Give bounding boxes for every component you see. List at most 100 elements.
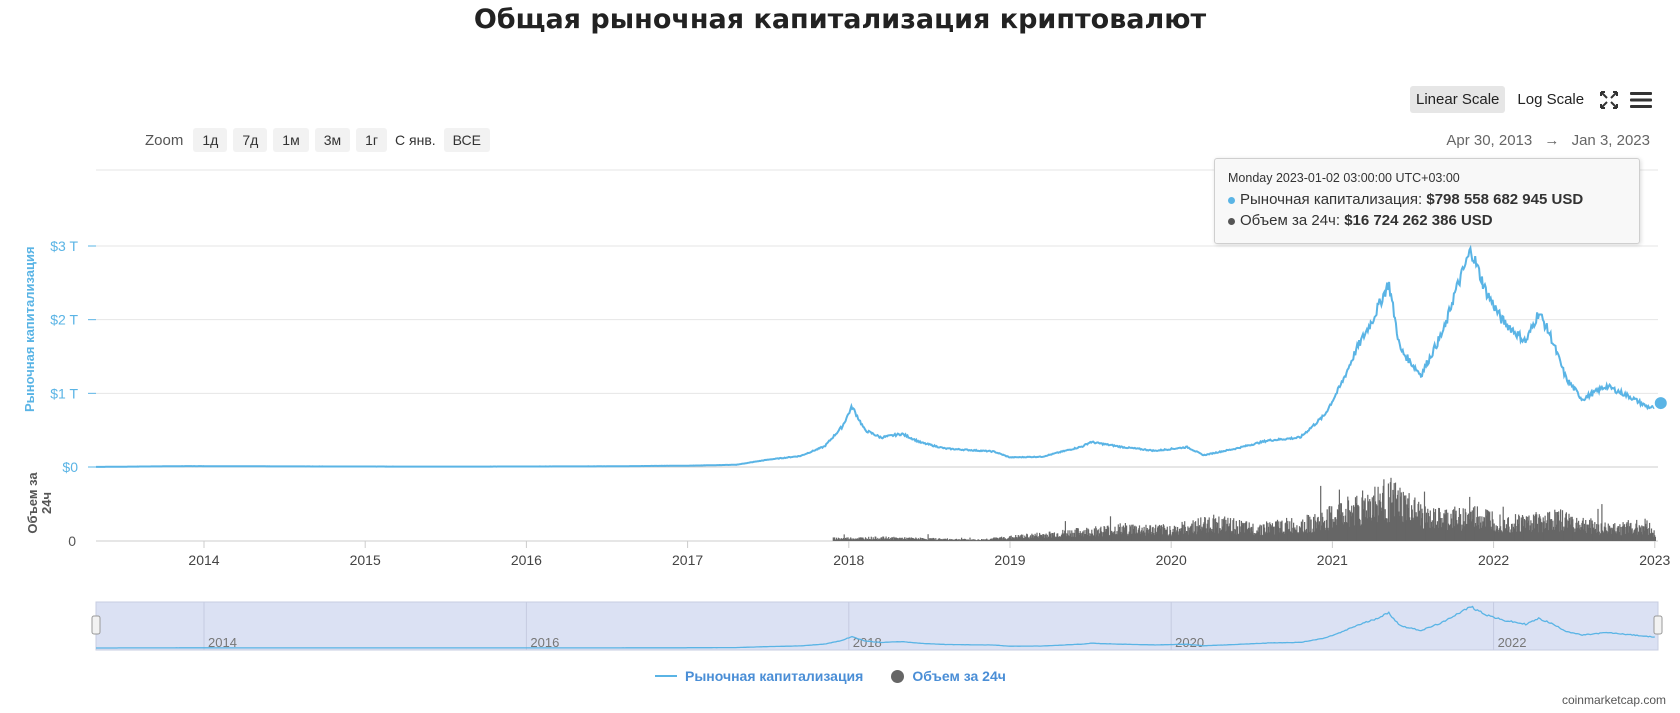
volume-bar	[1256, 532, 1259, 541]
zoom-ytd-button[interactable]: С янв.	[395, 132, 436, 148]
volume-bar	[1564, 517, 1566, 541]
volume-bar	[1269, 524, 1271, 541]
volume-bar	[927, 534, 929, 541]
volume-bar	[1077, 528, 1079, 541]
volume-bar	[1388, 497, 1390, 541]
volume-bar	[1537, 532, 1539, 541]
volume-bar	[1311, 532, 1313, 541]
legend: Рыночная капитализация Объем за 24ч	[655, 668, 1006, 684]
volume-bar	[1338, 504, 1340, 541]
volume-bar	[1000, 538, 1002, 541]
volume-bar	[1066, 533, 1068, 541]
volume-bar	[1609, 528, 1611, 541]
volume-bar	[1476, 506, 1478, 541]
volume-bar	[1068, 535, 1070, 541]
volume-bar	[1182, 524, 1184, 541]
volume-bar	[1240, 526, 1242, 541]
legend-item-vol[interactable]: Объем за 24ч	[891, 668, 1006, 684]
log-scale-button[interactable]: Log Scale	[1517, 91, 1585, 108]
volume-bar	[1065, 533, 1067, 541]
volume-bar	[1227, 527, 1230, 541]
volume-bar	[1298, 533, 1300, 541]
volume-bar	[1080, 535, 1083, 541]
volume-bar	[1306, 514, 1308, 541]
volume-bar	[1427, 513, 1429, 541]
volume-bar	[1183, 524, 1185, 541]
volume-bar	[1092, 535, 1094, 541]
volume-bar	[1423, 491, 1426, 541]
volume-bar	[1485, 509, 1487, 541]
legend-line-icon	[655, 675, 677, 677]
volume-bar	[1062, 529, 1064, 541]
market-cap-line	[96, 244, 1656, 468]
volume-bar	[1186, 531, 1188, 541]
volume-bar	[1086, 535, 1088, 541]
fullscreen-icon[interactable]	[1596, 87, 1622, 113]
volume-bar	[1193, 533, 1195, 541]
y-tick-label: $0	[62, 459, 78, 475]
volume-bar	[891, 537, 893, 541]
volume-bar	[1028, 538, 1030, 541]
volume-bar	[1220, 529, 1222, 541]
legend-item-cap[interactable]: Рыночная капитализация	[655, 668, 863, 684]
volume-bar	[966, 539, 968, 541]
volume-bar	[1647, 534, 1649, 541]
volume-bar	[1012, 537, 1014, 541]
range-to[interactable]: Jan 3, 2023	[1571, 132, 1650, 149]
volume-bar	[977, 539, 979, 541]
y-axis: $0 $1 T $2 T $3 T 0	[50, 238, 96, 549]
zoom-1m-button[interactable]: 1м	[273, 128, 309, 152]
volume-bar	[1010, 535, 1012, 541]
volume-bar	[1578, 528, 1580, 541]
volume-bar	[1020, 534, 1023, 541]
volume-bar	[1133, 529, 1135, 541]
volume-bar	[1509, 532, 1511, 541]
volume-bar	[1528, 515, 1530, 541]
zoom-3m-button[interactable]: 3м	[314, 128, 351, 152]
volume-bar	[1195, 534, 1197, 541]
volume-bar	[1625, 533, 1627, 541]
volume-bar	[1497, 532, 1499, 541]
volume-bar	[1525, 520, 1527, 541]
volume-bar	[1049, 531, 1051, 541]
zoom-1y-button[interactable]: 1г	[356, 128, 388, 152]
zoom-1d-button[interactable]: 1д	[193, 128, 228, 152]
volume-bar	[1475, 525, 1477, 541]
volume-bar	[1126, 525, 1128, 541]
volume-bar	[1120, 531, 1122, 541]
volume-bar	[1114, 526, 1116, 541]
volume-bar	[1148, 528, 1150, 541]
volume-bar	[1347, 496, 1349, 541]
volume-bar	[1187, 534, 1190, 541]
menu-icon[interactable]	[1628, 87, 1654, 113]
zoom-all-button[interactable]: ВСЕ	[443, 128, 490, 152]
volume-bar	[1141, 527, 1143, 541]
volume-bar	[1171, 532, 1173, 541]
navigator-handle-right[interactable]	[1653, 615, 1663, 635]
volume-bar	[1164, 530, 1166, 541]
volume-bar	[1420, 518, 1422, 541]
source-credit[interactable]: coinmarketcap.com	[1561, 693, 1666, 707]
y2-tick-label: 0	[68, 533, 76, 549]
volume-bar	[1211, 529, 1213, 541]
volume-bar	[1173, 532, 1175, 541]
volume-bar	[926, 540, 928, 541]
volume-bar	[1229, 523, 1231, 541]
volume-bar	[983, 539, 985, 541]
navigator-handle-left[interactable]	[91, 615, 101, 635]
volume-bar	[1242, 522, 1244, 541]
volume-bar	[1449, 524, 1451, 541]
volume-bar	[1050, 533, 1052, 541]
volume-bar	[1622, 522, 1624, 541]
volume-bar	[1491, 511, 1493, 541]
volume-bar	[1008, 538, 1010, 541]
volume-bar	[866, 538, 868, 541]
volume-bar	[1374, 501, 1377, 541]
volume-bar	[1331, 527, 1333, 541]
volume-bar	[1510, 529, 1512, 541]
linear-scale-button[interactable]: Linear Scale	[1410, 86, 1506, 113]
zoom-7d-button[interactable]: 7д	[233, 128, 268, 152]
range-from[interactable]: Apr 30, 2013	[1446, 132, 1533, 149]
tooltip-vol-row: Объем за 24ч: $16 724 262 386 USD	[1228, 212, 1493, 229]
